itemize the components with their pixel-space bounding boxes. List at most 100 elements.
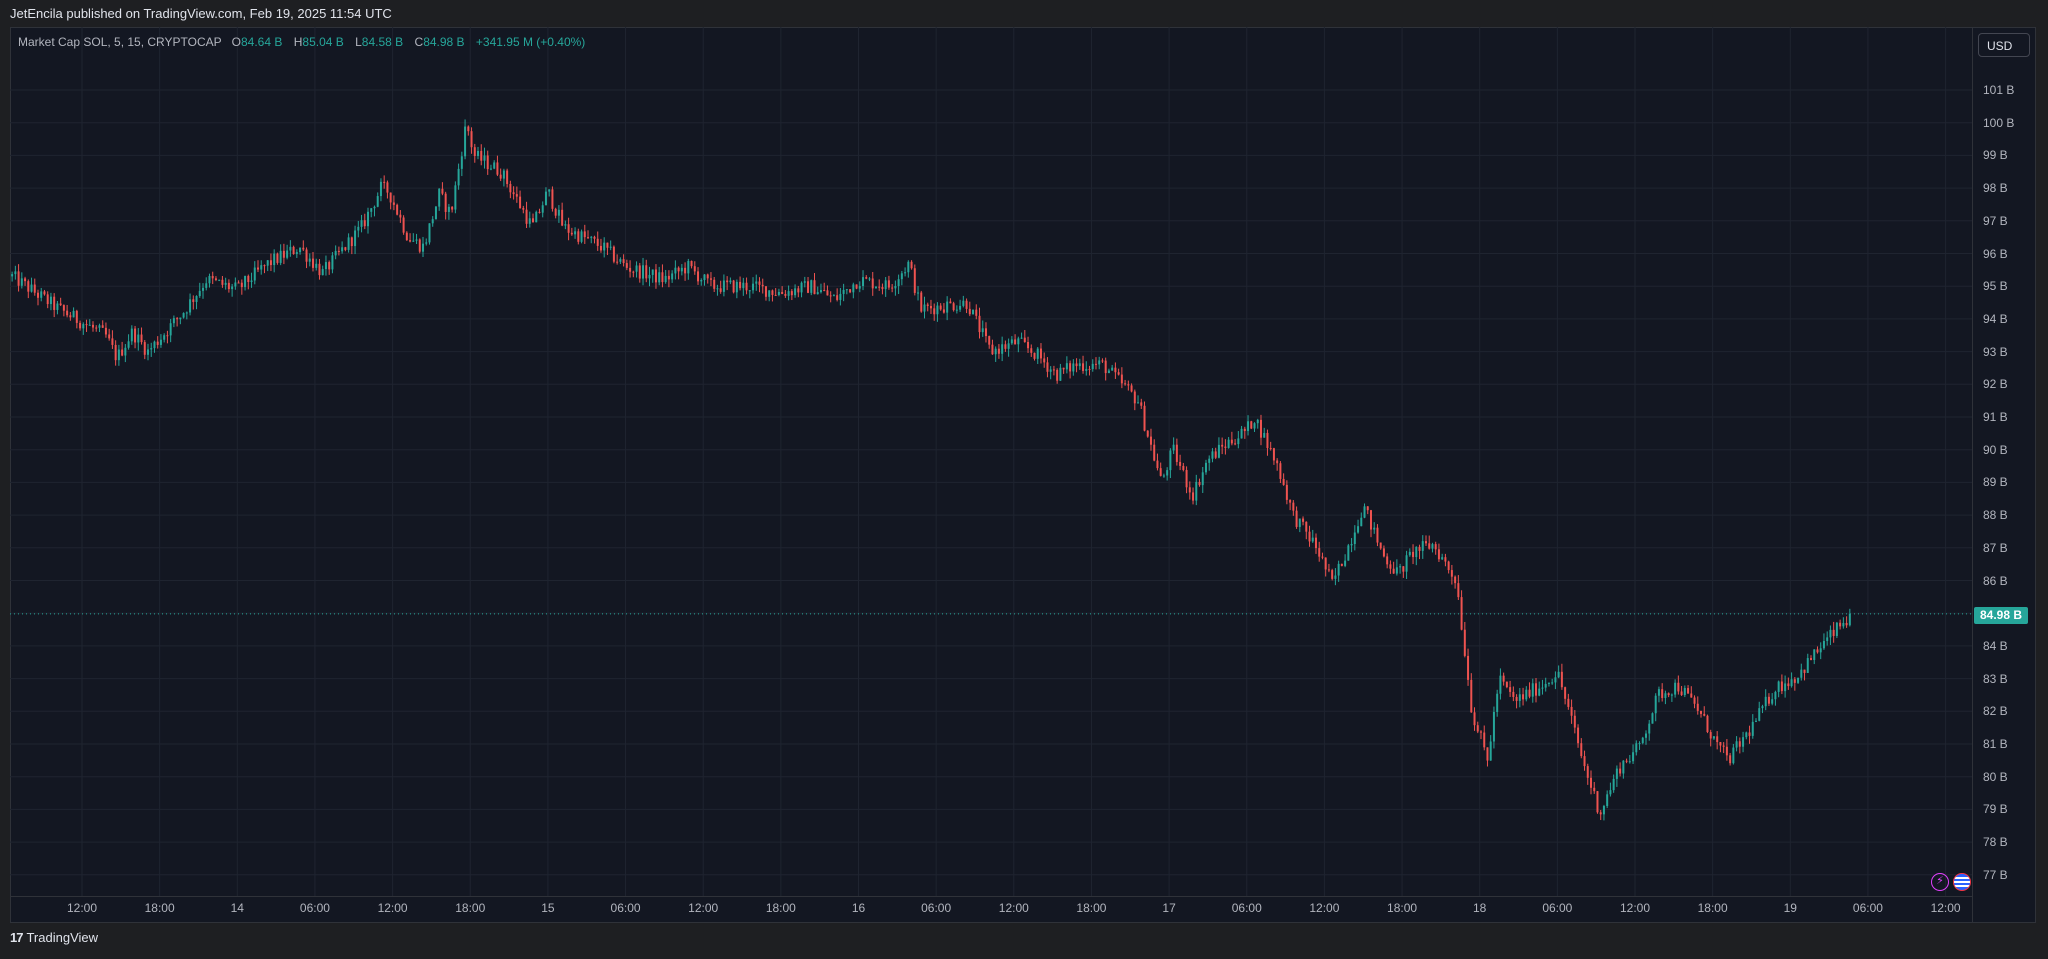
candle-down bbox=[570, 227, 573, 236]
candle-body bbox=[965, 300, 968, 309]
candle-up bbox=[159, 334, 162, 348]
candle-up bbox=[1635, 740, 1638, 756]
candle-up bbox=[1059, 363, 1062, 381]
candle-body bbox=[1208, 458, 1211, 463]
candle-body bbox=[561, 209, 564, 226]
candle-body bbox=[616, 261, 619, 263]
candle-up bbox=[1085, 361, 1088, 376]
candle-body bbox=[544, 191, 547, 206]
candle-up bbox=[1373, 522, 1376, 534]
candle-body bbox=[1156, 460, 1159, 469]
symbol-label: Market Cap SOL, 5, 15, CRYPTOCAP bbox=[18, 35, 222, 49]
candle-down bbox=[719, 280, 722, 294]
candle-body bbox=[1133, 391, 1136, 404]
candle-body bbox=[1751, 721, 1754, 736]
candle-body bbox=[457, 168, 460, 186]
candle-body bbox=[1418, 546, 1421, 551]
candle-body bbox=[396, 204, 399, 215]
candle-down bbox=[227, 279, 230, 293]
candle-body bbox=[192, 299, 195, 302]
candle-body bbox=[250, 280, 253, 282]
candle-down bbox=[1056, 368, 1059, 384]
candle-body bbox=[1234, 443, 1237, 445]
candle-up bbox=[315, 258, 318, 271]
candle-body bbox=[1221, 444, 1224, 447]
candle-up bbox=[321, 265, 324, 276]
candle-body bbox=[373, 206, 376, 209]
flash-icon[interactable]: ⚡ bbox=[1931, 873, 1949, 891]
candle-up bbox=[541, 201, 544, 218]
candle-body bbox=[920, 292, 923, 312]
candle-down bbox=[318, 259, 321, 280]
us-flag-icon[interactable] bbox=[1953, 873, 1971, 891]
candle-body bbox=[1547, 682, 1550, 684]
candle-down bbox=[247, 274, 250, 290]
chart-pane[interactable] bbox=[10, 27, 2036, 923]
candle-down bbox=[1369, 509, 1372, 538]
candle-up bbox=[907, 260, 910, 278]
candle-down bbox=[774, 288, 777, 296]
candle-down bbox=[237, 280, 240, 284]
candle-body bbox=[1839, 622, 1842, 627]
candle-down bbox=[739, 276, 742, 291]
candle-down bbox=[441, 182, 444, 196]
candle-down bbox=[108, 328, 111, 341]
candle-body bbox=[984, 328, 987, 337]
candle-body bbox=[1091, 363, 1094, 370]
candle-up bbox=[1399, 563, 1402, 574]
candle-body bbox=[1162, 475, 1165, 477]
candle-body bbox=[428, 223, 431, 243]
candle-up bbox=[535, 210, 538, 223]
candle-down bbox=[1033, 352, 1036, 361]
candle-body bbox=[1534, 683, 1537, 696]
candle-body bbox=[884, 280, 887, 290]
candle-body bbox=[1683, 688, 1686, 696]
price-axis-border bbox=[1972, 27, 1973, 923]
candle-body bbox=[49, 296, 52, 305]
candle-body bbox=[1075, 363, 1078, 367]
candle-body bbox=[732, 280, 735, 293]
candle-body bbox=[862, 277, 865, 287]
candle-body bbox=[739, 281, 742, 289]
candle-body bbox=[1292, 502, 1295, 511]
candle-up bbox=[1204, 459, 1207, 475]
candle-up bbox=[1683, 685, 1686, 698]
candle-up bbox=[1201, 467, 1204, 493]
y-tick-label: 97 B bbox=[1983, 213, 2008, 228]
candle-down bbox=[625, 259, 628, 271]
candle-body bbox=[130, 328, 133, 342]
candle-up bbox=[1774, 690, 1777, 706]
candle-up bbox=[564, 220, 567, 230]
currency-button[interactable]: USD bbox=[1978, 33, 2030, 57]
candle-body bbox=[1826, 637, 1829, 641]
candle-down bbox=[1392, 561, 1395, 574]
candle-body bbox=[913, 268, 916, 293]
x-tick-label: 18:00 bbox=[455, 901, 486, 915]
candle-body bbox=[933, 308, 936, 315]
x-tick-label: 15 bbox=[541, 901, 555, 915]
candle-body bbox=[1036, 348, 1039, 359]
y-tick-label: 96 B bbox=[1983, 246, 2008, 261]
candle-up bbox=[1771, 693, 1774, 706]
candle-down bbox=[697, 267, 700, 285]
candle-body bbox=[1098, 360, 1101, 365]
candle-body bbox=[1625, 760, 1628, 762]
candle-body bbox=[768, 290, 771, 297]
x-tick-label: 14 bbox=[230, 901, 244, 915]
candle-up bbox=[845, 288, 848, 295]
candle-body bbox=[363, 220, 366, 227]
x-tick-label: 12:00 bbox=[688, 901, 719, 915]
candle-up bbox=[88, 319, 91, 326]
candle-body bbox=[1463, 629, 1466, 656]
candle-down bbox=[1340, 563, 1343, 567]
candle-down bbox=[292, 245, 295, 255]
candle-down bbox=[43, 289, 46, 296]
candle-down bbox=[1428, 535, 1431, 550]
candle-body bbox=[321, 269, 324, 276]
x-tick-label: 17 bbox=[1162, 901, 1176, 915]
footer-logo-text: TradingView bbox=[26, 930, 99, 945]
candle-body bbox=[75, 310, 78, 323]
candle-down bbox=[1140, 398, 1143, 409]
candle-down bbox=[606, 242, 609, 256]
